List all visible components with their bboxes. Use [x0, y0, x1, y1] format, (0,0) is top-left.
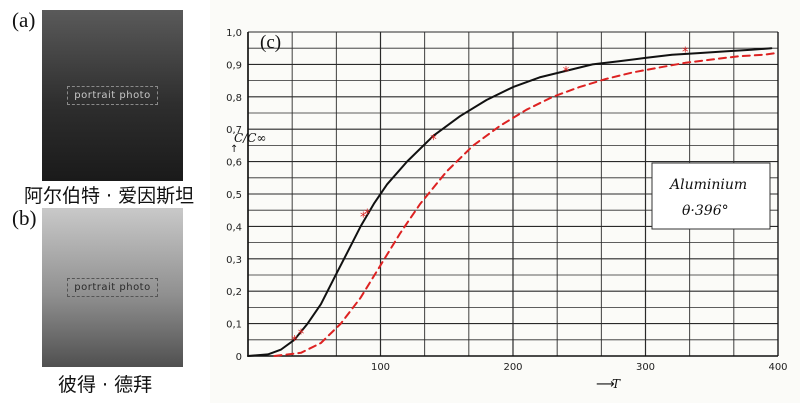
y-tick-label: 0 — [236, 352, 242, 363]
data-point-star: * — [430, 133, 437, 148]
grid-lines — [247, 31, 779, 357]
einstein-curve-solid — [247, 47, 773, 357]
y-tick-label: 1,0 — [226, 28, 242, 39]
y-tick-label: 0,6 — [226, 158, 242, 169]
annotation-box: Aluminium θ·396° — [651, 162, 771, 230]
portrait-placeholder-label: portrait photo — [67, 86, 158, 105]
data-point-star: * — [682, 45, 689, 60]
data-point-star: * — [298, 327, 305, 342]
x-tick-label: 100 — [371, 362, 390, 373]
y-tick-label: 0,1 — [226, 320, 242, 331]
tick-labels: 0 0,1 0,2 0,3 0,4 0,5 0,6 0,7 0,8 0,9 1,0 100 200 300… — [226, 28, 787, 373]
panel-c-label: (c) — [260, 32, 281, 53]
debye-caption: 彼得 · 德拜 — [58, 374, 153, 396]
x-axis-arrow: ⟶ — [596, 377, 615, 392]
annotation-line-2: θ·396° — [682, 203, 729, 219]
y-tick-label: 0,2 — [226, 287, 242, 298]
heat-capacity-chart: 0 0,1 0,2 0,3 0,4 0,5 0,6 0,7 0,8 0,9 1,0 100 200 300… — [210, 0, 800, 403]
y-tick-label: 0,5 — [226, 190, 242, 201]
x-axis-label: T — [612, 377, 621, 391]
x-tick-label: 400 — [768, 362, 787, 373]
y-axis-arrow: ↑ — [230, 144, 238, 155]
x-tick-label: 200 — [503, 362, 522, 373]
y-tick-label: 0,4 — [226, 222, 242, 233]
data-point-star: * — [364, 207, 371, 222]
y-tick-label: 0,9 — [226, 60, 242, 71]
annotation-line-1: Aluminium — [668, 177, 747, 193]
data-point-star: * — [563, 65, 570, 80]
y-tick-label: 0,7 — [226, 125, 242, 136]
y-axis-label: C/C∞ — [234, 131, 266, 145]
panel-a-label: (a) — [12, 8, 36, 32]
panel-b-label: (b) — [12, 206, 37, 230]
y-tick-label: 0,8 — [226, 93, 242, 104]
y-tick-label: 0,3 — [226, 255, 242, 266]
axes — [247, 32, 779, 357]
data-point-star: * — [291, 334, 298, 349]
einstein-caption: 阿尔伯特 · 爱因斯坦 — [24, 185, 195, 207]
debye-portrait: portrait photo — [42, 208, 183, 367]
debye-curve-dashed — [273, 52, 777, 357]
x-tick-label: 300 — [636, 362, 655, 373]
einstein-portrait: portrait photo — [42, 10, 183, 181]
data-point-star: * — [360, 211, 367, 226]
portrait-placeholder-label: portrait photo — [67, 278, 158, 297]
data-series: * ****** — [247, 45, 777, 357]
